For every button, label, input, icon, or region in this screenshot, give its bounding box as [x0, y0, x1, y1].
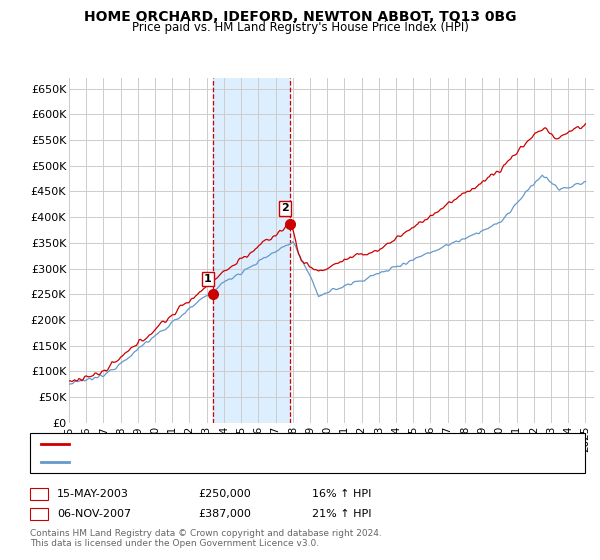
Text: HPI: Average price, detached house, Teignbridge: HPI: Average price, detached house, Teig…: [75, 457, 329, 467]
Text: 2: 2: [35, 509, 43, 519]
Text: 1: 1: [204, 274, 212, 284]
Text: 1: 1: [35, 489, 43, 499]
Text: 21% ↑ HPI: 21% ↑ HPI: [312, 509, 371, 519]
Text: 06-NOV-2007: 06-NOV-2007: [57, 509, 131, 519]
Text: £387,000: £387,000: [198, 509, 251, 519]
Text: £250,000: £250,000: [198, 489, 251, 499]
Text: Price paid vs. HM Land Registry's House Price Index (HPI): Price paid vs. HM Land Registry's House …: [131, 21, 469, 34]
Text: This data is licensed under the Open Government Licence v3.0.: This data is licensed under the Open Gov…: [30, 539, 319, 548]
Text: 15-MAY-2003: 15-MAY-2003: [57, 489, 129, 499]
Text: 16% ↑ HPI: 16% ↑ HPI: [312, 489, 371, 499]
Text: 2: 2: [281, 203, 289, 213]
Text: HOME ORCHARD, IDEFORD, NEWTON ABBOT, TQ13 0BG (detached house): HOME ORCHARD, IDEFORD, NEWTON ABBOT, TQ1…: [75, 439, 462, 449]
Bar: [213, 78, 290, 423]
Text: HOME ORCHARD, IDEFORD, NEWTON ABBOT, TQ13 0BG: HOME ORCHARD, IDEFORD, NEWTON ABBOT, TQ1…: [84, 10, 516, 24]
Text: Contains HM Land Registry data © Crown copyright and database right 2024.: Contains HM Land Registry data © Crown c…: [30, 529, 382, 538]
